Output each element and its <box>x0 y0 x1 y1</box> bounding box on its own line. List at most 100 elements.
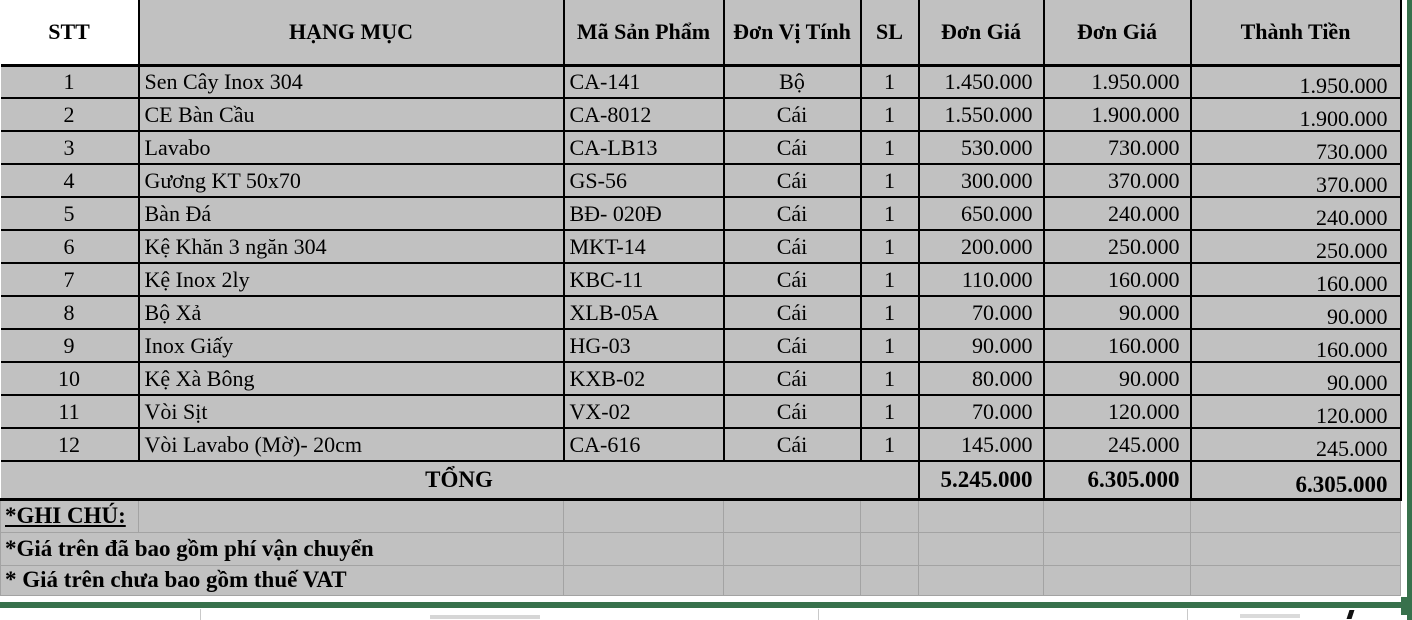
empty-cell[interactable] <box>1190 564 1401 596</box>
cell-qty[interactable]: 1 <box>859 163 920 198</box>
empty-cell[interactable] <box>1190 498 1401 533</box>
cell-unit-price[interactable]: 1.450.000 <box>917 64 1045 99</box>
cell-qty[interactable]: 1 <box>859 295 920 330</box>
cell-stt[interactable]: 1 <box>0 64 140 99</box>
cell-line-total[interactable]: 730.000 <box>1189 130 1402 165</box>
cell-item[interactable]: Kệ Xà Bông <box>137 361 565 396</box>
cell-unit-price-2[interactable]: 160.000 <box>1042 262 1192 297</box>
cell-qty[interactable]: 1 <box>859 427 920 462</box>
cell-code[interactable]: KXB-02 <box>562 361 725 396</box>
cell-stt[interactable]: 8 <box>0 295 140 330</box>
empty-cell[interactable] <box>918 564 1044 596</box>
cell-stt[interactable]: 4 <box>0 163 140 198</box>
note-vat-cell[interactable]: * Giá trên chưa bao gồm thuế VAT <box>0 564 564 596</box>
empty-cell[interactable] <box>723 531 861 566</box>
cell-line-total[interactable]: 120.000 <box>1189 394 1402 429</box>
cell-unit[interactable]: Cái <box>722 328 862 363</box>
cell-item[interactable]: Kệ Khăn 3 ngăn 304 <box>137 229 565 264</box>
empty-cell[interactable] <box>860 531 919 566</box>
header-code[interactable]: Mã Sản Phẩm <box>562 0 725 67</box>
cell-qty[interactable]: 1 <box>859 130 920 165</box>
cell-code[interactable]: HG-03 <box>562 328 725 363</box>
cell-qty[interactable]: 1 <box>859 196 920 231</box>
cell-qty[interactable]: 1 <box>859 262 920 297</box>
cell-unit-price-2[interactable]: 1.950.000 <box>1042 64 1192 99</box>
notes-title-cell[interactable]: *GHI CHÚ: <box>0 498 139 533</box>
cell-line-total[interactable]: 160.000 <box>1189 328 1402 363</box>
page-break-line-horizontal[interactable] <box>0 602 1404 608</box>
cell-item[interactable]: Bàn Đá <box>137 196 565 231</box>
cell-unit[interactable]: Cái <box>722 97 862 132</box>
cell-unit-price-2[interactable]: 245.000 <box>1042 427 1192 462</box>
cell-unit-price[interactable]: 200.000 <box>917 229 1045 264</box>
empty-cell[interactable] <box>563 564 724 596</box>
cell-unit-price[interactable]: 70.000 <box>917 394 1045 429</box>
cell-unit-price[interactable]: 530.000 <box>917 130 1045 165</box>
empty-cell[interactable] <box>860 498 919 533</box>
cell-unit-price[interactable]: 300.000 <box>917 163 1045 198</box>
cell-unit[interactable]: Cái <box>722 130 862 165</box>
header-unit-price[interactable]: Đơn Giá <box>917 0 1045 67</box>
cell-line-total[interactable]: 240.000 <box>1189 196 1402 231</box>
cell-item[interactable]: Bộ Xả <box>137 295 565 330</box>
cell-code[interactable]: CA-616 <box>562 427 725 462</box>
header-stt[interactable]: STT <box>0 0 140 67</box>
cell-code[interactable]: XLB-05A <box>562 295 725 330</box>
cell-unit[interactable]: Cái <box>722 295 862 330</box>
cell-stt[interactable]: 10 <box>0 361 140 396</box>
header-unit[interactable]: Đơn Vị Tính <box>722 0 862 67</box>
cell-line-total[interactable]: 250.000 <box>1189 229 1402 264</box>
cell-qty[interactable]: 1 <box>859 394 920 429</box>
cell-unit[interactable]: Cái <box>722 361 862 396</box>
cell-item[interactable]: Inox Giấy <box>137 328 565 363</box>
empty-cell[interactable] <box>723 564 861 596</box>
total-label-cell[interactable]: TỔNG <box>0 460 920 501</box>
cell-unit[interactable]: Bộ <box>722 64 862 99</box>
cell-code[interactable]: VX-02 <box>562 394 725 429</box>
cell-qty[interactable]: 1 <box>859 97 920 132</box>
cell-line-total[interactable]: 1.900.000 <box>1189 97 1402 132</box>
empty-cell[interactable] <box>1043 498 1191 533</box>
cell-item[interactable]: Sen Cây Inox 304 <box>137 64 565 99</box>
total-price1-cell[interactable]: 5.245.000 <box>917 460 1045 501</box>
cell-unit-price[interactable]: 70.000 <box>917 295 1045 330</box>
cell-stt[interactable]: 9 <box>0 328 140 363</box>
empty-cell[interactable] <box>1043 531 1191 566</box>
empty-cell[interactable] <box>138 498 564 533</box>
cell-line-total[interactable]: 1.950.000 <box>1189 64 1402 99</box>
cell-unit-price-2[interactable]: 730.000 <box>1042 130 1192 165</box>
cell-code[interactable]: CA-LB13 <box>562 130 725 165</box>
cell-line-total[interactable]: 160.000 <box>1189 262 1402 297</box>
cell-item[interactable]: Lavabo <box>137 130 565 165</box>
cell-unit-price[interactable]: 90.000 <box>917 328 1045 363</box>
cell-unit-price-2[interactable]: 1.900.000 <box>1042 97 1192 132</box>
empty-cell[interactable] <box>1043 564 1191 596</box>
cell-stt[interactable]: 7 <box>0 262 140 297</box>
cell-unit[interactable]: Cái <box>722 163 862 198</box>
cell-unit[interactable]: Cái <box>722 427 862 462</box>
cell-qty[interactable]: 1 <box>859 64 920 99</box>
empty-cell[interactable] <box>918 498 1044 533</box>
cell-code[interactable]: CA-141 <box>562 64 725 99</box>
total-grand-cell[interactable]: 6.305.000 <box>1189 460 1402 501</box>
cell-unit-price[interactable]: 1.550.000 <box>917 97 1045 132</box>
cell-unit-price-2[interactable]: 90.000 <box>1042 295 1192 330</box>
cell-unit-price[interactable]: 80.000 <box>917 361 1045 396</box>
cell-unit-price-2[interactable]: 370.000 <box>1042 163 1192 198</box>
cell-code[interactable]: GS-56 <box>562 163 725 198</box>
total-price2-cell[interactable]: 6.305.000 <box>1042 460 1192 501</box>
cell-line-total[interactable]: 90.000 <box>1189 295 1402 330</box>
cell-line-total[interactable]: 90.000 <box>1189 361 1402 396</box>
cell-unit[interactable]: Cái <box>722 196 862 231</box>
empty-cell[interactable] <box>723 498 861 533</box>
cell-code[interactable]: MKT-14 <box>562 229 725 264</box>
cell-unit-price-2[interactable]: 160.000 <box>1042 328 1192 363</box>
header-qty[interactable]: SL <box>859 0 920 67</box>
cell-stt[interactable]: 3 <box>0 130 140 165</box>
cell-unit-price[interactable]: 110.000 <box>917 262 1045 297</box>
cell-stt[interactable]: 5 <box>0 196 140 231</box>
cell-stt[interactable]: 6 <box>0 229 140 264</box>
cell-qty[interactable]: 1 <box>859 328 920 363</box>
cell-unit[interactable]: Cái <box>722 394 862 429</box>
cell-item[interactable]: Vòi Lavabo (Mờ)- 20cm <box>137 427 565 462</box>
